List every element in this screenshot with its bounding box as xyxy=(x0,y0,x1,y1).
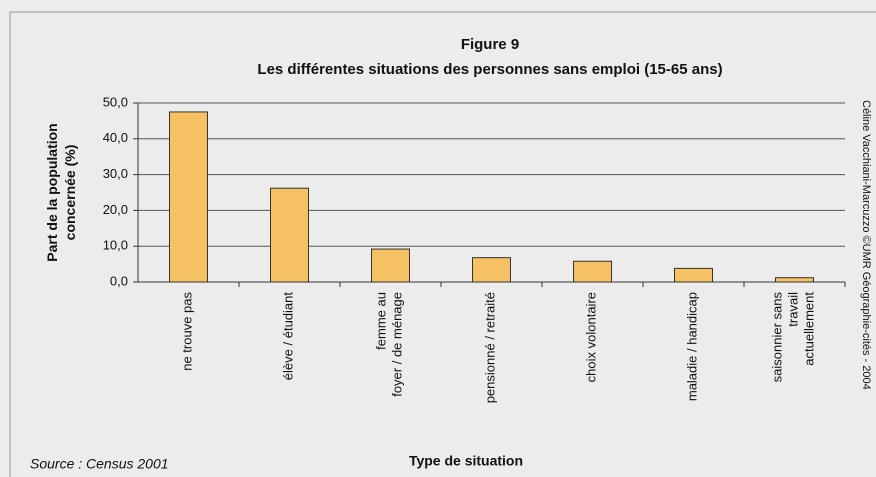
y-tick-label: 10,0 xyxy=(103,238,128,253)
y-tick-label: 0,0 xyxy=(110,273,128,288)
y-axis-label: Part de la population concernée (%) xyxy=(44,123,78,261)
bar xyxy=(169,111,208,283)
x-tick-label: saisonnier sanstravailactuellement xyxy=(770,292,817,383)
x-tick-label: pensionné / retraité xyxy=(483,292,498,403)
bar xyxy=(270,187,309,283)
y-tick-label: 30,0 xyxy=(103,166,128,181)
bar xyxy=(573,260,612,283)
x-tick-label: femme aufoyer / de ménage xyxy=(374,292,405,397)
x-axis-label: Type de situation xyxy=(409,453,523,469)
x-tick-label: maladie / handicap xyxy=(685,292,700,401)
chart-title: Figure 9 xyxy=(461,36,519,53)
bar xyxy=(472,257,511,283)
chart-subtitle: Les différentes situations des personnes… xyxy=(257,61,722,78)
x-tick-label: ne trouve pas xyxy=(180,292,195,371)
y-tick-label: 20,0 xyxy=(103,202,128,217)
bar xyxy=(674,267,713,283)
bar xyxy=(371,248,410,283)
bar xyxy=(775,277,814,283)
y-tick-label: 40,0 xyxy=(103,130,128,145)
x-tick-label: élève / étudiant xyxy=(281,292,296,381)
credit: Céline Vacchiani-Marcuzzo ©UMR Géographi… xyxy=(860,100,872,390)
y-tick-label: 50,0 xyxy=(103,94,128,109)
source: Source : Census 2001 xyxy=(30,456,169,472)
x-tick-label: choix volontaire xyxy=(584,292,599,382)
